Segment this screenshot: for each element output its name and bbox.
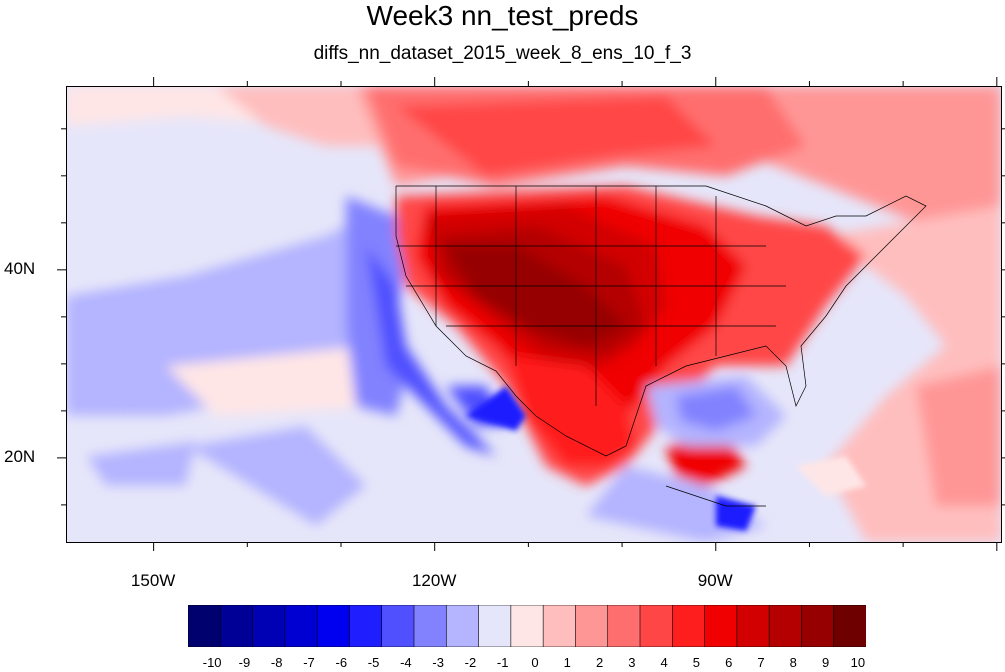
colorbar-tick-label: -8 (270, 655, 283, 670)
colorbar-box (768, 605, 803, 647)
colorbar-box (252, 605, 286, 647)
lon-tick-label: 150W (130, 571, 176, 590)
colorbar-box (478, 605, 512, 647)
colorbar-tick-label: 8 (789, 655, 797, 670)
colorbar-tick-label: 7 (757, 655, 765, 670)
colorbar-box (219, 605, 254, 647)
colorbar-tick-label: 4 (660, 655, 668, 670)
colorbar-tick-label: 3 (628, 655, 636, 670)
colorbar-tick-label: -10 (202, 655, 222, 670)
plot-subtitle: diffs_nn_dataset_2015_week_8_ens_10_f_3 (313, 43, 692, 64)
colorbar-tick-label: -1 (496, 655, 509, 670)
colorbar-tick-label: -4 (400, 655, 412, 670)
colorbar-tick-label: -2 (464, 655, 477, 670)
colorbar-box (575, 605, 609, 647)
colorbar-box (349, 605, 383, 647)
colorbar-box (671, 605, 706, 647)
colorbar-box (736, 605, 770, 647)
colorbar-tick-label: -6 (335, 655, 348, 670)
lon-tick-label: 120W (411, 571, 457, 590)
plot-title: Week3 nn_test_preds (366, 0, 639, 31)
lat-tick-label: 40N (4, 259, 36, 279)
colorbar-box (704, 605, 738, 647)
colorbar-tick-label: 1 (563, 655, 571, 670)
colorbar-box (801, 605, 835, 647)
colorbar-box (542, 605, 577, 647)
colorbar-tick-label: -9 (238, 655, 251, 670)
colorbar-tick-label: 10 (850, 655, 866, 670)
colorbar-box (833, 605, 866, 647)
colorbar-tick-label: 2 (595, 655, 604, 670)
colorbar-tick-label: 9 (821, 655, 830, 670)
lon-tick-label: 90W (697, 571, 733, 590)
colorbar-box (510, 605, 544, 647)
colorbar-tick-label: -5 (367, 655, 380, 670)
colorbar-tick-label: -7 (303, 655, 315, 670)
lat-tick-label: 20N (4, 447, 36, 467)
colorbar-tick-label: -3 (432, 655, 444, 670)
colorbar-box (284, 605, 318, 647)
colorbar-tick-label: 6 (725, 655, 733, 670)
map-panel (66, 86, 1001, 542)
colorbar-box (413, 605, 447, 647)
colorbar (188, 605, 866, 647)
colorbar-box (316, 605, 351, 647)
colorbar-tick-label: 0 (531, 655, 539, 670)
colorbar-box (445, 605, 480, 647)
colorbar-box (639, 605, 673, 647)
colorbar-box (607, 605, 641, 647)
anomaly-field-map (66, 86, 1001, 542)
colorbar-box (188, 605, 221, 647)
colorbar-tick-label: 5 (692, 655, 701, 670)
colorbar-box (381, 605, 415, 647)
